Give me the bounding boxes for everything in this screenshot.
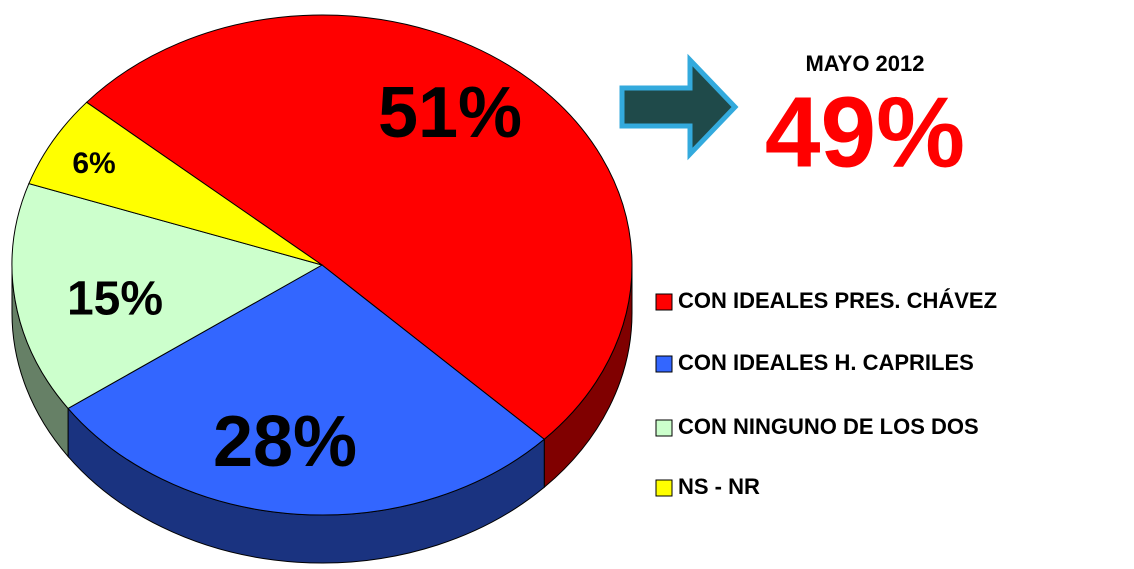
legend-swatch [655,479,673,497]
value-label: 51% [378,73,522,153]
pie-slice [11,183,324,410]
legend-label: CON NINGUNO DE LOS DOS [678,414,979,439]
value-label: 28% [213,402,357,482]
annotation-value: 49% [765,76,965,188]
annotation-date: MAYO 2012 [805,51,924,76]
pie-slice [28,101,323,266]
value-label: 15% [67,273,163,326]
legend-swatch [655,293,673,311]
legend-swatch [655,355,673,373]
pie-slice [67,264,546,516]
legend-label: CON IDEALES PRES. CHÁVEZ [678,288,997,313]
value-label: 6% [72,147,115,180]
legend-label: CON IDEALES H. CAPRILES [678,350,974,375]
arrow [619,53,739,161]
pie-slice [85,14,633,440]
legend-label: NS - NR [678,474,760,499]
legend-swatch [655,419,673,437]
